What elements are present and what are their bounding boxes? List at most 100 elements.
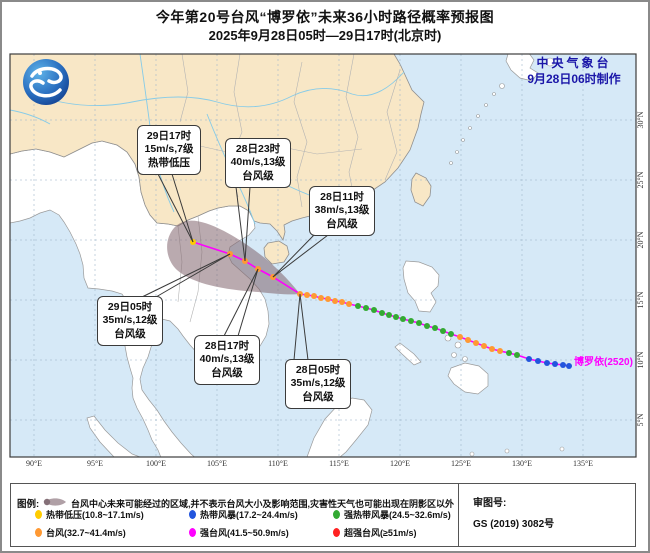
lon-label: 130°E bbox=[512, 459, 532, 468]
legend-item: 台风(32.7~41.4m/s) bbox=[35, 526, 126, 539]
track-dot bbox=[552, 361, 558, 367]
issue-time: 9月28日06时制作 bbox=[527, 72, 621, 86]
page-title: 今年第20号台风“博罗依”未来36小时路径概率预报图 2025年9月28日05时… bbox=[2, 7, 648, 45]
track-dot bbox=[424, 323, 430, 329]
track-dot bbox=[481, 343, 487, 349]
lat-label: 15°N bbox=[636, 291, 645, 308]
lat-label: 25°N bbox=[636, 171, 645, 188]
callout-box-0: 29日17时 15m/s,7级 热带低压 bbox=[137, 125, 201, 175]
lat-label: 10°N bbox=[636, 351, 645, 368]
callout-line: 29日17时 bbox=[146, 129, 192, 142]
island-taiwan bbox=[410, 172, 432, 207]
island-speck bbox=[468, 126, 472, 130]
callout-line: 热带低压 bbox=[148, 156, 190, 169]
track-dot bbox=[339, 299, 345, 305]
track-dot bbox=[371, 307, 377, 313]
callout-tails bbox=[141, 173, 329, 361]
legend-item: 热带风暴(17.2~24.4m/s) bbox=[189, 508, 298, 521]
lon-label: 95°E bbox=[87, 459, 103, 468]
track-dot bbox=[457, 334, 463, 340]
callout-line: 35m/s,12级 bbox=[102, 314, 158, 327]
callout-line: 台风级 bbox=[211, 366, 243, 379]
callout-tail bbox=[244, 186, 251, 262]
forecast-dot bbox=[255, 266, 261, 272]
approval-box: 审图号: GS (2019) 3082号 bbox=[458, 484, 636, 546]
callout-line: 28日05时 bbox=[295, 363, 341, 376]
track-dot bbox=[355, 303, 361, 309]
callout-tail bbox=[237, 268, 259, 337]
callout-tail bbox=[141, 253, 231, 298]
island-kyushu bbox=[505, 54, 539, 82]
callout-line: 28日11时 bbox=[320, 190, 364, 203]
island-speck bbox=[484, 103, 488, 107]
map-border bbox=[9, 53, 637, 458]
island-speck bbox=[499, 83, 505, 89]
track-dot bbox=[473, 340, 479, 346]
legend-label: 热带风暴(17.2~24.4m/s) bbox=[200, 510, 298, 520]
track-dot bbox=[304, 292, 310, 298]
island-speck bbox=[559, 446, 565, 452]
track-dot bbox=[526, 356, 532, 362]
track-dot bbox=[489, 346, 495, 352]
lon-label: 125°E bbox=[451, 459, 471, 468]
legend-dot-icon bbox=[35, 528, 42, 537]
legend-dot-icon bbox=[35, 510, 42, 519]
island-borneo bbox=[306, 397, 373, 457]
track-dot bbox=[325, 296, 331, 302]
track-dot bbox=[497, 348, 503, 354]
legend-item: 强热带风暴(24.5~32.6m/s) bbox=[333, 508, 451, 521]
lat-label: 30°N bbox=[636, 111, 645, 128]
callout-line: 40m/s,13级 bbox=[230, 156, 286, 169]
storm-name-label: 博罗依(2520) bbox=[574, 357, 633, 368]
island-palawan bbox=[394, 342, 422, 366]
track-dot bbox=[560, 362, 566, 368]
callout-tail bbox=[293, 293, 301, 361]
track-dot bbox=[440, 328, 446, 334]
callout-tail bbox=[272, 234, 315, 278]
island-speck bbox=[469, 451, 475, 457]
approval-label: 审图号: bbox=[473, 498, 507, 509]
axis-labels: 90°E 95°E 100°E 105°E 110°E 115°E 120°E 125°E 13… bbox=[26, 111, 645, 468]
track-dot bbox=[432, 325, 438, 331]
callout-tail bbox=[223, 268, 259, 337]
legend-title: 图例: bbox=[17, 499, 40, 510]
callout-line: 35m/s,12级 bbox=[290, 377, 346, 390]
legend-label: 强热带风暴(24.5~32.6m/s) bbox=[344, 510, 451, 520]
legend-item: 强台风(41.5~50.9m/s) bbox=[189, 526, 289, 539]
legend-label: 超强台风(≥51m/s) bbox=[344, 528, 417, 538]
callout-line: 38m/s,13级 bbox=[314, 204, 370, 217]
cma-logo-icon bbox=[23, 59, 69, 105]
lon-label: 100°E bbox=[146, 459, 166, 468]
track-dot bbox=[386, 312, 392, 318]
legend-dot-icon bbox=[333, 510, 340, 519]
title-line1: 今年第20号台风“博罗依”未来36小时路径概率预报图 bbox=[155, 9, 495, 25]
island-speck bbox=[461, 138, 465, 142]
forecast-cone bbox=[167, 220, 300, 295]
callout-line: 15m/s,7级 bbox=[144, 143, 194, 156]
cone-legend-icon bbox=[43, 498, 66, 506]
agency-name: 中央气象台 bbox=[536, 56, 612, 70]
callout-box-4: 28日17时 40m/s,13级 台风级 bbox=[194, 335, 260, 385]
track-dot bbox=[506, 350, 512, 356]
lon-label: 105°E bbox=[207, 459, 227, 468]
legend-dot-icon bbox=[333, 528, 340, 537]
callout-tail bbox=[272, 234, 329, 278]
island-speck bbox=[492, 92, 496, 96]
track-dot bbox=[393, 314, 399, 320]
river-yangtze bbox=[31, 71, 405, 108]
track-dot bbox=[363, 305, 369, 311]
lat-label: 5°N bbox=[636, 413, 645, 426]
track-dot bbox=[332, 298, 338, 304]
lon-label: 90°E bbox=[26, 459, 42, 468]
island-speck bbox=[449, 161, 453, 165]
legend-item: 热带低压(10.8~17.1m/s) bbox=[35, 508, 144, 521]
track-dot bbox=[379, 310, 385, 316]
callout-line: 台风级 bbox=[326, 217, 358, 230]
legend-dot-icon bbox=[189, 510, 196, 519]
island-speck bbox=[476, 114, 480, 118]
legend-dot-icon bbox=[189, 528, 196, 537]
lon-label: 115°E bbox=[329, 459, 349, 468]
legend-label: 台风(32.7~41.4m/s) bbox=[46, 528, 126, 538]
callout-line: 28日17时 bbox=[204, 339, 250, 352]
track-dot bbox=[448, 331, 454, 337]
